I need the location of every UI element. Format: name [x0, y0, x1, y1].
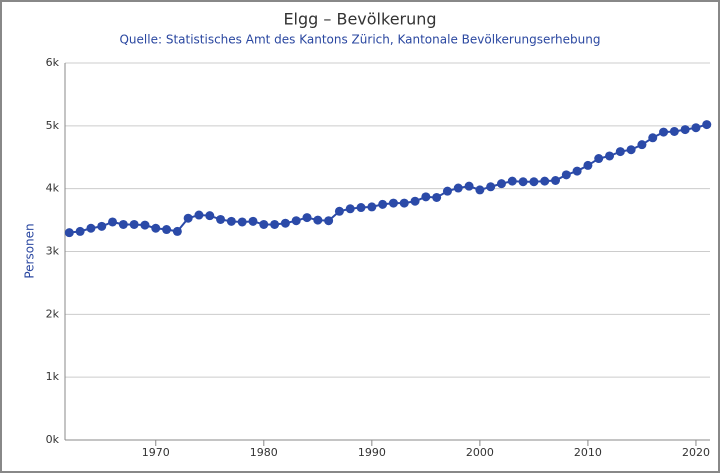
data-point	[540, 176, 550, 186]
data-point	[97, 221, 107, 231]
data-point	[691, 123, 701, 133]
data-point	[118, 219, 128, 229]
data-point	[183, 213, 193, 223]
y-axis-title: Personen	[23, 223, 37, 278]
y-tick-label: 6k	[46, 56, 60, 69]
data-point	[280, 218, 290, 228]
data-point	[324, 216, 334, 226]
chart-subtitle: Quelle: Statistisches Amt des Kantons Zü…	[119, 33, 600, 47]
data-point	[129, 219, 139, 229]
x-tick-label: 2020	[682, 446, 710, 459]
data-point	[702, 120, 712, 130]
data-point	[367, 202, 377, 212]
y-tick-label: 5k	[46, 119, 60, 132]
data-point	[453, 183, 463, 193]
data-point	[680, 125, 690, 135]
data-point	[108, 217, 118, 227]
data-point	[605, 151, 615, 161]
data-point	[637, 140, 647, 150]
y-tick-label: 2k	[46, 307, 60, 320]
data-point	[518, 177, 528, 187]
data-point	[615, 147, 625, 157]
y-tick-label: 3k	[46, 245, 60, 258]
data-point	[594, 154, 604, 164]
data-point	[659, 127, 669, 137]
data-point	[86, 223, 96, 233]
data-point	[669, 126, 679, 136]
data-point	[302, 213, 312, 223]
data-point	[388, 198, 398, 208]
data-point	[399, 198, 409, 208]
data-point	[529, 177, 539, 187]
data-point	[75, 226, 85, 236]
data-point	[496, 179, 506, 189]
data-point	[410, 196, 420, 206]
data-point	[475, 185, 485, 195]
x-tick-label: 1990	[358, 446, 386, 459]
data-point	[226, 216, 236, 226]
data-point	[172, 226, 182, 236]
chart-title: Elgg – Bevölkerung	[283, 10, 436, 29]
data-point	[507, 176, 517, 186]
data-point	[378, 199, 388, 209]
data-point	[561, 170, 571, 180]
data-point	[583, 160, 593, 170]
x-tick-label: 2010	[574, 446, 602, 459]
data-point	[270, 219, 280, 229]
data-point	[291, 216, 301, 226]
data-point	[626, 145, 636, 155]
y-tick-label: 4k	[46, 182, 60, 195]
data-point	[194, 210, 204, 220]
data-point	[205, 211, 215, 221]
x-tick-label: 1970	[142, 446, 170, 459]
data-point	[216, 214, 226, 224]
data-point	[313, 215, 323, 225]
data-point	[162, 225, 172, 235]
data-point	[140, 220, 150, 230]
data-point	[648, 133, 658, 143]
data-point	[572, 166, 582, 176]
data-point	[237, 217, 247, 227]
data-point	[464, 181, 474, 191]
data-point	[64, 228, 74, 238]
data-point	[486, 182, 496, 192]
data-point	[442, 186, 452, 196]
y-tick-label: 1k	[46, 370, 60, 383]
data-point	[551, 175, 561, 185]
data-point	[151, 223, 161, 233]
data-point	[432, 192, 442, 202]
data-point	[334, 206, 344, 216]
data-point	[345, 204, 355, 214]
data-point	[421, 192, 431, 202]
x-tick-label: 2000	[466, 446, 494, 459]
data-point	[356, 203, 366, 213]
x-tick-label: 1980	[250, 446, 278, 459]
y-tick-label: 0k	[46, 433, 60, 446]
data-point	[259, 219, 269, 229]
data-point	[248, 216, 258, 226]
